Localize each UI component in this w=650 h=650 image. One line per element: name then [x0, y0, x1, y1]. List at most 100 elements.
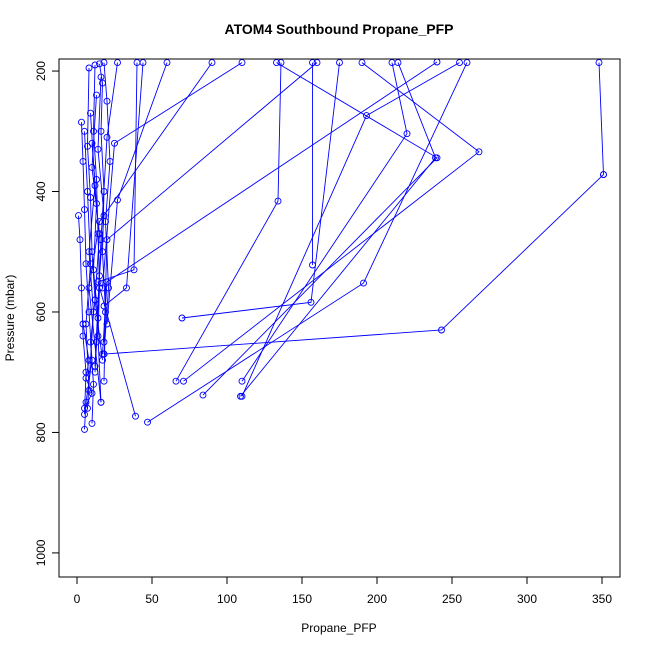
- x-tick-label: 150: [292, 592, 312, 606]
- data-point: [163, 59, 171, 67]
- series-6: [99, 59, 441, 358]
- plot-frame: [58, 58, 621, 578]
- series-line: [202, 62, 438, 396]
- data-point: [99, 356, 106, 364]
- series-line: [87, 113, 96, 409]
- data-point: [96, 60, 103, 68]
- data-point: [88, 419, 96, 427]
- series-line: [241, 62, 408, 382]
- data-point: [178, 314, 186, 322]
- data-point: [81, 425, 88, 433]
- y-tick-label: 800: [34, 422, 48, 442]
- data-point: [93, 91, 100, 99]
- series-line: [183, 62, 480, 382]
- x-tick-label: 50: [145, 592, 159, 606]
- series-line: [97, 62, 138, 417]
- data-point: [238, 59, 246, 67]
- data-point: [309, 59, 316, 67]
- series-line: [106, 62, 168, 325]
- data-point: [456, 59, 463, 67]
- data-point: [208, 59, 216, 67]
- series-line: [81, 122, 93, 430]
- series-18: [237, 59, 439, 400]
- series-16: [309, 59, 316, 269]
- data-point: [144, 418, 151, 426]
- data-point: [273, 59, 280, 67]
- data-point: [81, 127, 88, 135]
- series-29: [93, 73, 108, 346]
- series-line: [103, 174, 604, 355]
- x-tick-label: 300: [517, 592, 537, 606]
- data-point: [85, 356, 93, 364]
- series-line: [87, 67, 96, 424]
- chart-title: ATOM4 Southbound Propane_PFP: [225, 21, 454, 37]
- data-point: [433, 59, 441, 66]
- x-tick-label: 350: [592, 592, 612, 606]
- data-point: [78, 118, 85, 126]
- x-tick-label: 200: [367, 592, 387, 606]
- data-point: [111, 139, 118, 147]
- x-tick-label: 0: [74, 592, 81, 606]
- data-point: [82, 374, 90, 382]
- data-point: [97, 127, 105, 135]
- data-point: [82, 260, 90, 268]
- data-point: [97, 73, 105, 81]
- data-point: [96, 218, 103, 226]
- data-point: [103, 97, 111, 105]
- data-point: [595, 59, 603, 67]
- data-point: [309, 261, 316, 269]
- data-point: [463, 59, 471, 67]
- data-point: [90, 308, 97, 316]
- data-point: [199, 391, 207, 399]
- x-tick-label: 250: [442, 592, 462, 606]
- series-20: [103, 59, 171, 328]
- series-line: [147, 62, 468, 423]
- data-point: [130, 266, 138, 274]
- series-17: [595, 59, 607, 179]
- y-axis-label: Pressure (mbar): [3, 275, 17, 362]
- series-line: [181, 62, 340, 319]
- data-point: [84, 188, 91, 195]
- series-line: [175, 62, 282, 382]
- data-point: [79, 332, 87, 340]
- data-point: [90, 380, 97, 388]
- data-point: [85, 64, 93, 72]
- series-line: [78, 215, 87, 415]
- series-line: [241, 62, 460, 397]
- series-14: [178, 59, 343, 322]
- series-line: [103, 62, 111, 355]
- data-point: [100, 212, 108, 220]
- series-8: [100, 59, 321, 346]
- x-axis: 0 50 100 150 200 250 300 350: [74, 576, 612, 606]
- data-point: [336, 59, 343, 67]
- series-12: [238, 59, 463, 400]
- data-point: [438, 326, 445, 334]
- data-point: [81, 206, 88, 214]
- data-point: [94, 145, 102, 153]
- data-point: [97, 398, 105, 406]
- data-point: [114, 59, 121, 67]
- y-tick-label: 200: [34, 61, 48, 81]
- data-point: [96, 272, 103, 280]
- series-30: [79, 320, 96, 412]
- data-point: [277, 59, 285, 67]
- x-axis-label: Propane_PFP: [301, 621, 376, 635]
- data-point: [274, 197, 282, 205]
- data-point: [100, 338, 108, 346]
- series-13: [144, 59, 471, 426]
- x-tick-label: 100: [217, 592, 237, 606]
- data-point: [85, 308, 93, 316]
- data-point: [76, 236, 84, 244]
- data-point: [432, 154, 439, 162]
- data-point: [81, 404, 88, 412]
- data-point: [79, 320, 87, 328]
- y-axis: 200 400 600 800 1000: [34, 61, 60, 566]
- data-point: [600, 171, 607, 179]
- data-point: [237, 392, 244, 400]
- data-point: [363, 112, 370, 120]
- data-point: [403, 130, 411, 138]
- y-tick-label: 1000: [34, 539, 48, 566]
- series-9: [180, 59, 483, 385]
- data-point: [238, 377, 246, 385]
